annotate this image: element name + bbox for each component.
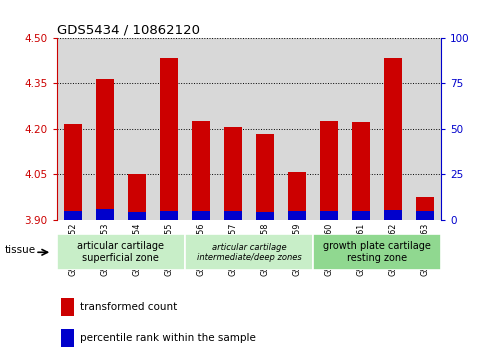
- Bar: [96, 209, 113, 220]
- Text: percentile rank within the sample: percentile rank within the sample: [80, 333, 256, 343]
- Bar: [281, 38, 313, 220]
- Bar: [96, 79, 113, 220]
- Text: articular cartilage
intermediate/deep zones: articular cartilage intermediate/deep zo…: [197, 242, 301, 262]
- Bar: [385, 210, 402, 220]
- Bar: [57, 38, 89, 220]
- Text: GDS5434 / 10862120: GDS5434 / 10862120: [57, 24, 200, 37]
- Bar: [128, 174, 145, 220]
- Bar: [320, 121, 338, 220]
- Bar: [61, 298, 74, 316]
- Bar: [217, 38, 249, 220]
- Bar: [192, 211, 210, 220]
- Bar: [352, 122, 370, 220]
- Bar: [64, 124, 81, 220]
- Bar: [185, 234, 313, 270]
- Bar: [256, 134, 274, 220]
- Bar: [313, 38, 345, 220]
- Bar: [256, 212, 274, 220]
- Text: articular cartilage
superficial zone: articular cartilage superficial zone: [77, 241, 164, 263]
- Bar: [417, 197, 434, 220]
- Bar: [417, 211, 434, 220]
- Text: tissue: tissue: [4, 245, 35, 256]
- Bar: [153, 38, 185, 220]
- Bar: [121, 38, 153, 220]
- Bar: [160, 58, 177, 220]
- Bar: [64, 211, 81, 220]
- Bar: [249, 38, 281, 220]
- Bar: [288, 172, 306, 220]
- Bar: [288, 211, 306, 220]
- Bar: [89, 38, 121, 220]
- Bar: [377, 38, 409, 220]
- Bar: [61, 329, 74, 347]
- Bar: [224, 211, 242, 220]
- Text: growth plate cartilage
resting zone: growth plate cartilage resting zone: [323, 241, 431, 263]
- Bar: [385, 58, 402, 220]
- Bar: [320, 211, 338, 220]
- Bar: [224, 127, 242, 220]
- Bar: [345, 38, 377, 220]
- Bar: [185, 38, 217, 220]
- Bar: [409, 38, 441, 220]
- Bar: [160, 211, 177, 220]
- Bar: [313, 234, 441, 270]
- Bar: [352, 211, 370, 220]
- Text: transformed count: transformed count: [80, 302, 177, 312]
- Bar: [192, 121, 210, 220]
- Bar: [128, 212, 145, 220]
- Bar: [57, 234, 185, 270]
